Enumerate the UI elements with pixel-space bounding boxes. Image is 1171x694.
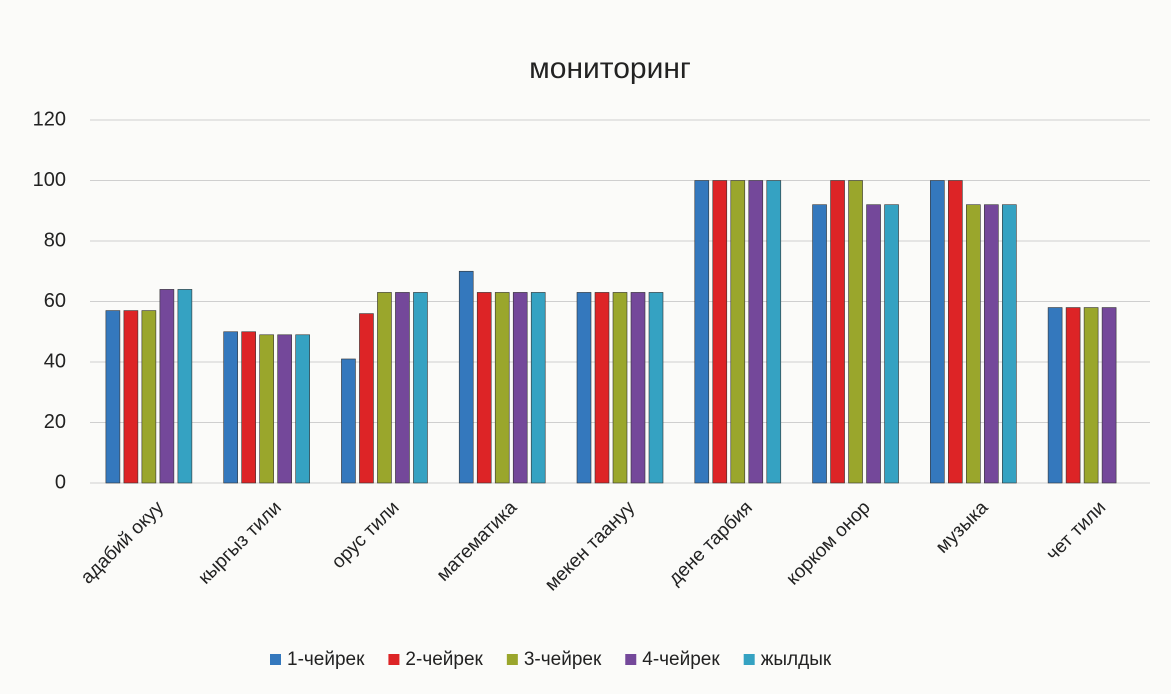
bar bbox=[1002, 204, 1017, 484]
bar bbox=[884, 204, 899, 484]
bar bbox=[866, 204, 881, 484]
y-tick-label: 80 bbox=[44, 229, 66, 251]
bar bbox=[277, 334, 292, 484]
bar bbox=[930, 180, 945, 484]
legend-swatch bbox=[625, 654, 637, 665]
bar bbox=[594, 292, 610, 484]
bar bbox=[377, 292, 392, 484]
bar bbox=[241, 331, 256, 484]
y-tick-label: 20 bbox=[44, 411, 66, 433]
bar bbox=[630, 292, 646, 484]
bar bbox=[512, 292, 528, 484]
bar bbox=[530, 292, 546, 484]
bar bbox=[295, 334, 310, 484]
chart-title: мониторинг bbox=[529, 52, 691, 85]
bar bbox=[259, 334, 274, 484]
bar bbox=[648, 292, 664, 484]
bar bbox=[766, 180, 782, 484]
bar bbox=[1083, 307, 1099, 484]
bar bbox=[458, 270, 474, 484]
bar bbox=[177, 289, 193, 484]
bar bbox=[395, 292, 410, 484]
bar bbox=[984, 204, 999, 484]
bar bbox=[223, 331, 238, 484]
bar bbox=[830, 180, 845, 484]
bar bbox=[123, 310, 139, 484]
legend-label: 1-чейрек bbox=[287, 649, 365, 670]
bar bbox=[948, 180, 963, 484]
y-tick-label: 60 bbox=[44, 290, 66, 312]
bar bbox=[1101, 307, 1117, 484]
legend-label: 4-чейрек bbox=[642, 649, 720, 670]
bar bbox=[712, 180, 728, 484]
bar bbox=[1047, 307, 1063, 484]
bar bbox=[1065, 307, 1081, 484]
bar bbox=[341, 358, 356, 484]
bar bbox=[966, 204, 981, 484]
legend-label: жылдык bbox=[761, 649, 832, 670]
legend-swatch bbox=[743, 654, 755, 665]
y-tick-label: 0 bbox=[55, 471, 66, 493]
y-tick-label: 40 bbox=[44, 350, 66, 372]
bar bbox=[576, 292, 592, 484]
legend-swatch bbox=[388, 654, 400, 665]
bar bbox=[359, 313, 374, 484]
bar bbox=[141, 310, 157, 484]
y-tick-label: 100 bbox=[33, 169, 66, 191]
bar bbox=[612, 292, 628, 484]
legend-swatch bbox=[270, 654, 281, 665]
bar bbox=[476, 292, 492, 484]
bar bbox=[105, 310, 121, 484]
bar bbox=[413, 292, 428, 484]
bar bbox=[748, 180, 764, 484]
bar bbox=[694, 180, 710, 484]
bar bbox=[159, 289, 175, 484]
bar bbox=[812, 204, 827, 484]
y-tick-label: 120 bbox=[33, 108, 66, 130]
legend-label: 2-чейрек bbox=[405, 649, 483, 670]
bar bbox=[730, 180, 746, 484]
bar bbox=[494, 292, 510, 484]
legend-swatch bbox=[506, 654, 518, 665]
bar bbox=[848, 180, 863, 484]
legend-label: 3-чейрек bbox=[524, 649, 602, 670]
